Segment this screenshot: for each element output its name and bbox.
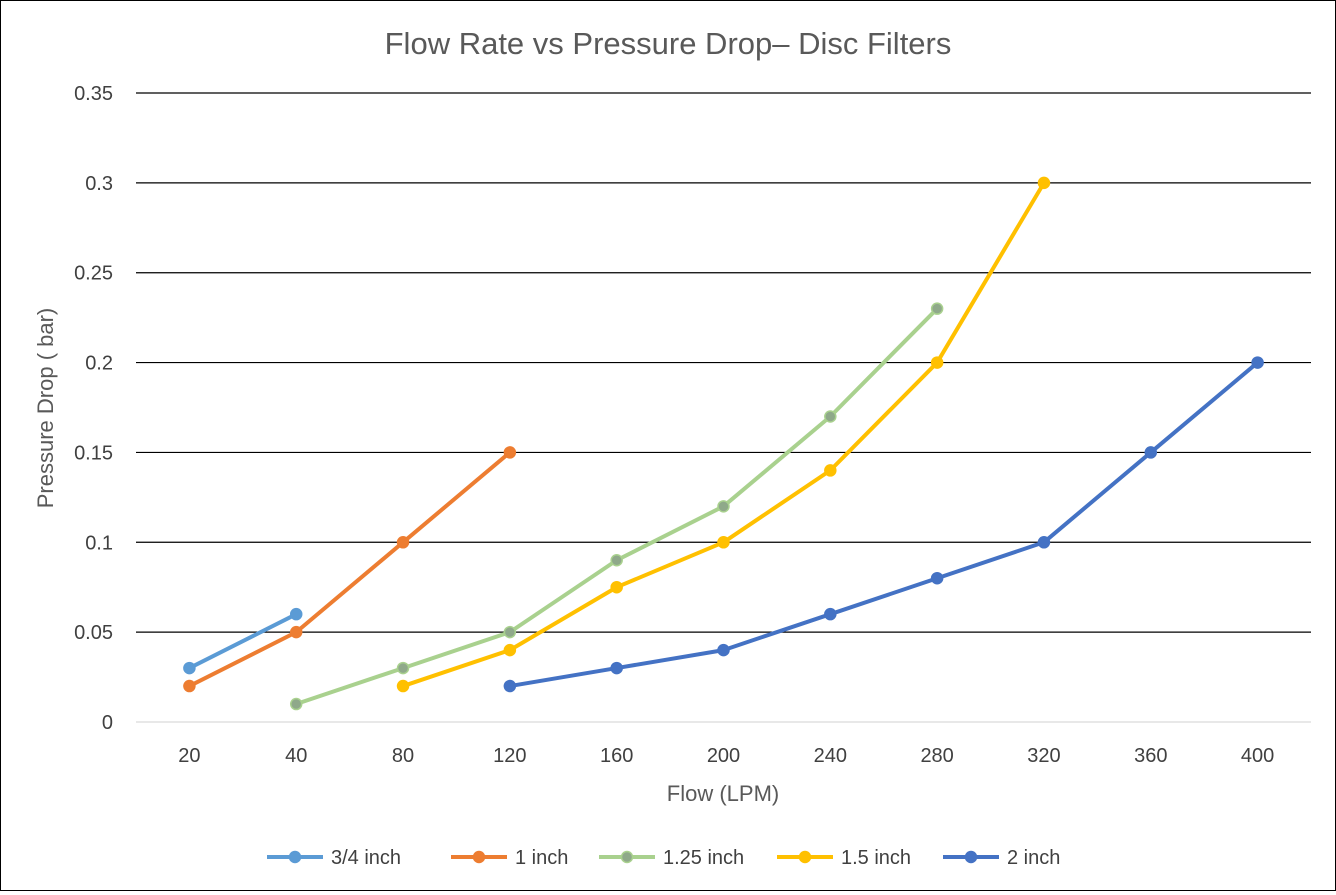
- y-tick-label: 0.05: [74, 622, 113, 644]
- legend-label: 2 inch: [1007, 847, 1060, 869]
- data-point: [610, 661, 623, 675]
- data-point: [824, 410, 837, 423]
- y-tick-label: 0.3: [85, 173, 113, 195]
- y-tick-label: 0.15: [74, 442, 113, 464]
- data-point: [289, 607, 303, 621]
- series-1: [183, 446, 517, 693]
- data-point: [183, 679, 196, 693]
- x-tick-label: 320: [1027, 745, 1060, 767]
- legend-marker: [964, 850, 978, 864]
- data-point: [824, 464, 837, 477]
- x-tick-label: 360: [1134, 745, 1167, 767]
- data-point: [930, 356, 944, 369]
- data-point: [503, 625, 517, 639]
- x-tick-label: 20: [178, 745, 200, 767]
- data-point: [930, 571, 944, 585]
- y-axis-ticks: 0 0.05 0.1 0.15 0.2 0.25 0.3 0.35: [74, 83, 113, 734]
- data-point: [717, 500, 730, 513]
- y-tick-label: 0.25: [74, 263, 113, 285]
- x-axis-title: Flow (LPM): [667, 781, 779, 806]
- series-line: [187, 450, 512, 689]
- x-tick-label: 400: [1241, 745, 1274, 767]
- series-line: [294, 306, 940, 707]
- y-tick-label: 0: [102, 712, 113, 734]
- x-tick-label: 40: [285, 745, 307, 767]
- data-point: [930, 302, 944, 315]
- data-point: [289, 625, 303, 639]
- series-2: [289, 302, 944, 711]
- legend-marker: [288, 850, 302, 864]
- y-tick-label: 0.35: [74, 83, 113, 105]
- x-tick-label: 200: [707, 745, 740, 767]
- series-line: [401, 180, 1046, 689]
- data-point: [1144, 446, 1158, 459]
- legend-item: 3/4 inch: [267, 847, 401, 869]
- series-0: [183, 607, 303, 675]
- y-axis-title: Pressure Drop ( bar): [33, 308, 58, 509]
- data-point: [396, 536, 410, 549]
- y-tick-label: 0.2: [85, 353, 113, 375]
- data-series: [183, 176, 1264, 711]
- legend-item: 1.25 inch: [599, 847, 744, 869]
- data-point: [1037, 176, 1051, 190]
- legend: 3/4 inch 1 inch 1.25 inch 1.5 inch 2 inch: [267, 847, 1060, 869]
- data-point: [717, 643, 730, 657]
- x-tick-label: 240: [814, 745, 847, 767]
- legend-marker: [620, 850, 634, 864]
- chart-title: Flow Rate vs Pressure Drop– Disc Filters: [385, 26, 952, 61]
- data-point: [1037, 536, 1051, 549]
- data-point: [1251, 356, 1264, 369]
- series-4: [503, 356, 1264, 693]
- y-tick-label: 0.1: [85, 532, 113, 554]
- x-tick-label: 80: [392, 745, 414, 767]
- x-axis-ticks: 20 40 80 120 160 200 240 280 320 360 400: [178, 745, 1274, 767]
- gridlines: [136, 92, 1311, 723]
- series-3: [396, 176, 1051, 693]
- x-tick-label: 280: [920, 745, 953, 767]
- data-point: [610, 554, 623, 567]
- legend-label: 1 inch: [515, 847, 568, 869]
- legend-marker: [472, 850, 486, 864]
- data-point: [503, 643, 517, 657]
- data-point: [289, 697, 303, 711]
- legend-marker: [798, 850, 812, 864]
- data-point: [824, 607, 837, 621]
- x-tick-label: 160: [600, 745, 633, 767]
- data-point: [396, 679, 410, 693]
- data-point: [183, 661, 196, 675]
- series-line: [187, 612, 299, 671]
- x-tick-label: 120: [493, 745, 526, 767]
- data-point: [717, 536, 730, 549]
- legend-item: 1 inch: [451, 847, 568, 869]
- legend-item: 1.5 inch: [777, 847, 911, 869]
- series-line: [507, 360, 1260, 689]
- data-point: [503, 446, 517, 459]
- data-point: [503, 679, 517, 693]
- data-point: [610, 580, 623, 594]
- legend-label: 1.5 inch: [841, 847, 911, 869]
- legend-label: 1.25 inch: [663, 847, 744, 869]
- legend-item: 2 inch: [943, 847, 1060, 869]
- legend-label: 3/4 inch: [331, 847, 401, 869]
- data-point: [396, 661, 410, 675]
